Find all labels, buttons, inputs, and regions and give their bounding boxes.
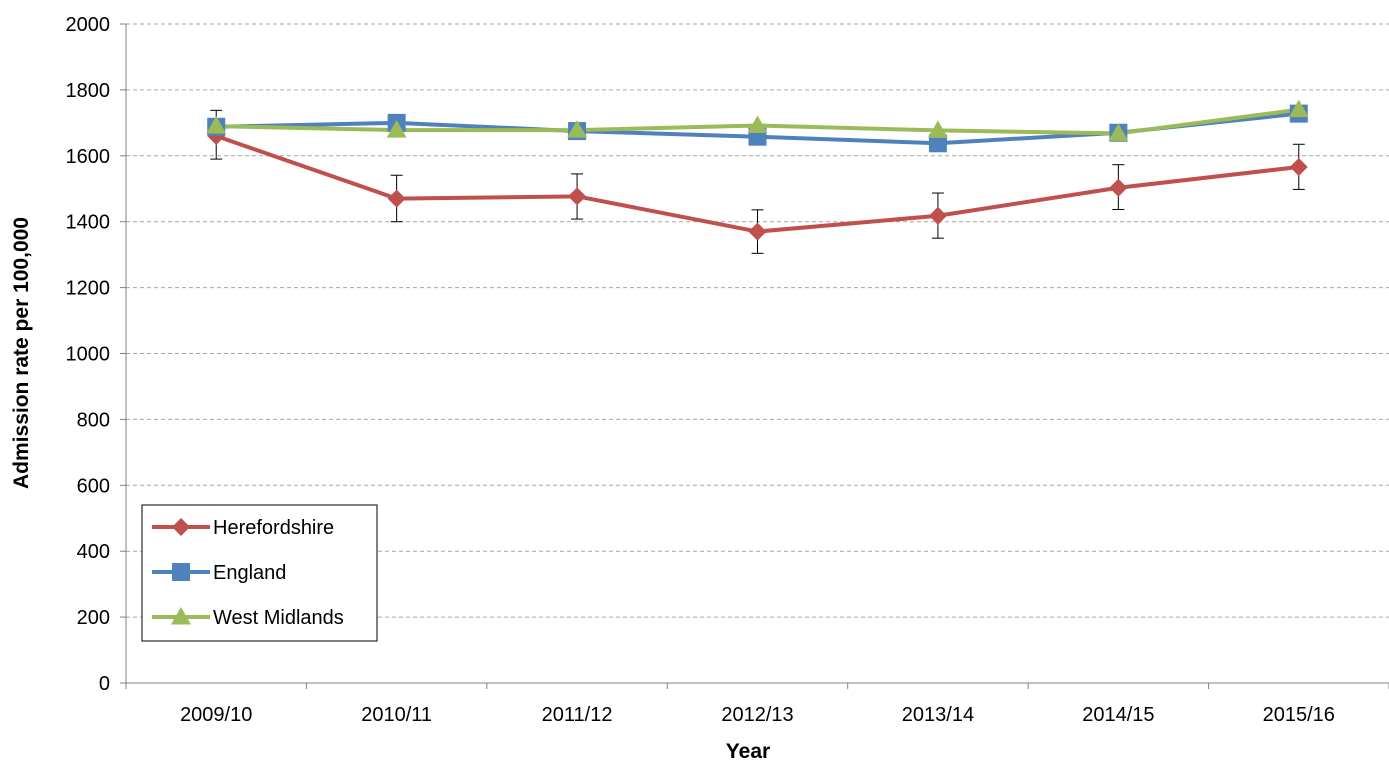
data-point-west-midlands [206, 116, 227, 134]
x-tick-label: 2011/12 [542, 704, 613, 726]
data-point-herefordshire [387, 189, 406, 208]
data-point-west-midlands [567, 120, 588, 138]
x-tick-label: 2013/14 [902, 704, 974, 726]
data-point-west-midlands [747, 115, 768, 133]
legend-label: West Midlands [213, 607, 344, 629]
y-tick-label: 1000 [66, 344, 111, 366]
axes [120, 23, 1389, 689]
data-point-england [928, 134, 947, 153]
y-tick-label: 400 [77, 541, 110, 563]
y-tick-label: 1400 [66, 212, 111, 234]
y-tick-label: 600 [77, 475, 110, 497]
y-tick-labels: 0 200 400 600 800 1000 1200 1400 1600 1800 2000 [66, 14, 111, 695]
x-axis-title: Year [726, 740, 770, 763]
legend-label: England [213, 562, 286, 584]
y-tick-label: 1200 [66, 278, 111, 300]
x-tick-labels: 2009/10 2010/11 2011/12 2012/13 2013/14 2014/… [180, 704, 1335, 726]
legend-marker-west-midlands [171, 607, 191, 625]
x-tick-label: 2015/16 [1263, 704, 1335, 726]
data-point-west-midlands [1288, 99, 1309, 118]
legend-item-herefordshire: Herefordshire [152, 517, 334, 539]
legend-item-england: England [152, 562, 286, 584]
y-axis-title: Admission rate per 100,000 [10, 217, 33, 489]
data-point-west-midlands [1108, 123, 1129, 141]
legend: Herefordshire England West Midlands [141, 504, 378, 642]
x-tick-label: 2010/11 [361, 704, 432, 726]
y-tick-label: 1600 [66, 146, 111, 168]
series-markers [206, 99, 1309, 241]
legend-marker-england [172, 563, 190, 581]
data-point-herefordshire [1109, 178, 1128, 197]
legend-label: Herefordshire [213, 517, 334, 539]
data-point-west-midlands [927, 120, 948, 138]
y-tick-label: 2000 [66, 14, 111, 36]
y-tick-label: 0 [99, 673, 110, 695]
legend-marker-herefordshire [172, 518, 190, 536]
x-tick-label: 2014/15 [1082, 704, 1154, 726]
data-point-herefordshire [1289, 158, 1308, 177]
data-point-herefordshire [568, 187, 587, 206]
y-tick-label: 800 [77, 409, 110, 431]
data-point-herefordshire [928, 206, 947, 225]
y-tick-label: 1800 [66, 80, 111, 102]
x-tick-label: 2009/10 [180, 704, 252, 726]
y-tick-label: 200 [77, 607, 110, 629]
data-point-herefordshire [748, 222, 767, 241]
data-point-west-midlands [386, 120, 407, 138]
x-tick-label: 2012/13 [721, 704, 793, 726]
legend-item-west-midlands: West Midlands [152, 607, 344, 629]
